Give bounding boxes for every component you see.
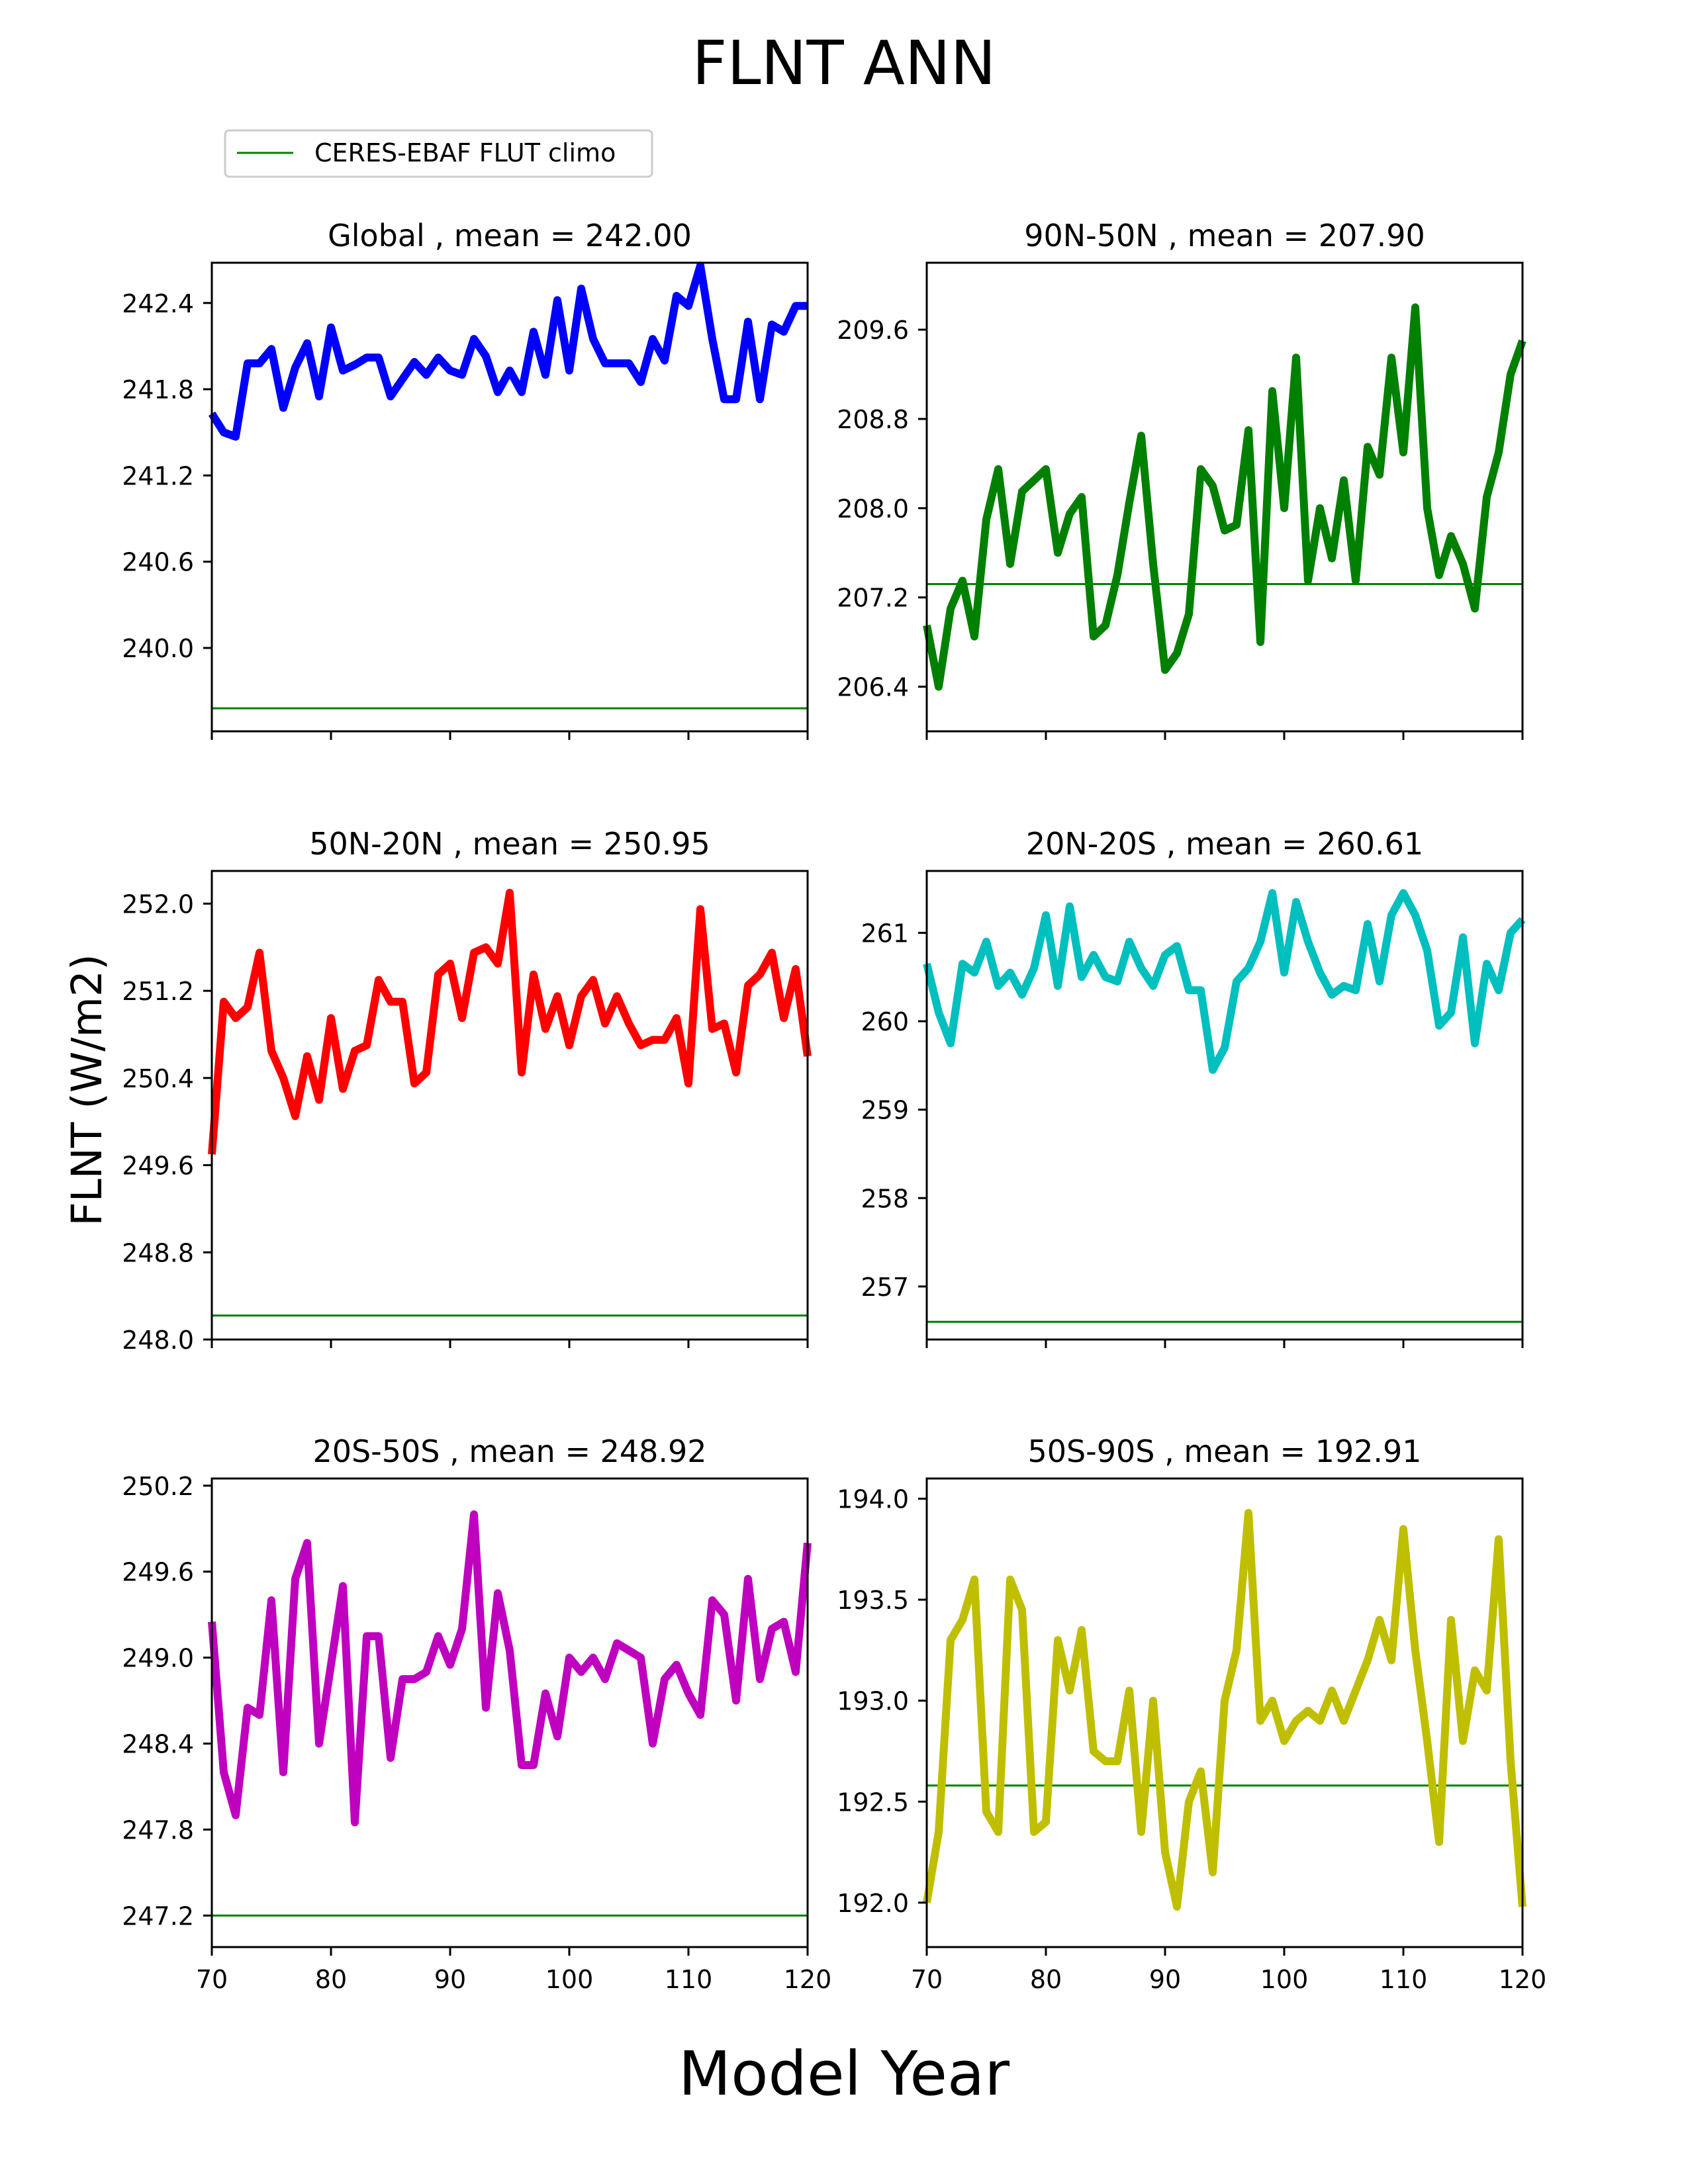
y-tick-label: 194.0 <box>837 1485 909 1514</box>
legend: CERES-EBAF FLUT climo <box>224 129 653 178</box>
y-tick-label: 193.5 <box>837 1586 909 1615</box>
panels: Global , mean = 242.00 240.0 240.6 241.2 241… <box>122 218 1546 1994</box>
y-tick-label: 207.2 <box>837 584 909 613</box>
axes-frame <box>925 261 1524 733</box>
x-tick-label: 70 <box>196 1965 228 1994</box>
x-tick-label: 80 <box>1030 1965 1062 1994</box>
axes-frame <box>925 870 1524 1341</box>
series-line <box>923 1508 1526 1911</box>
y-tick-label: 248.8 <box>122 1238 194 1267</box>
x-tick-label: 90 <box>434 1965 466 1994</box>
x-tick-label: 120 <box>1499 1965 1547 1994</box>
panel-title: 50S-90S , mean = 192.91 <box>1027 1433 1421 1469</box>
series-line <box>208 888 812 1155</box>
x-tick-label: 70 <box>911 1965 943 1994</box>
y-tick-label: 260 <box>861 1007 909 1036</box>
y-tick-label: 249.0 <box>122 1644 194 1673</box>
x-tick-label: 110 <box>1380 1965 1428 1994</box>
y-tick-label: 249.6 <box>122 1152 194 1181</box>
y-tick-label: 241.8 <box>122 375 194 404</box>
panel-title: 20N-20S , mean = 260.61 <box>1026 826 1423 862</box>
y-tick-label: 240.6 <box>122 548 194 577</box>
y-tick-label: 261 <box>861 919 909 948</box>
y-axis-label: FLNT (W/m2) <box>63 954 111 1226</box>
legend-climo-label: CERES-EBAF FLUT climo <box>314 138 616 167</box>
series-line <box>923 889 1526 1074</box>
x-tick-label: 80 <box>315 1965 347 1994</box>
y-tick-label: 241.2 <box>122 461 194 490</box>
axes-frame <box>925 1477 1524 1948</box>
y-tick-label: 250.2 <box>122 1472 194 1501</box>
panel-title: 50N-20N , mean = 250.95 <box>309 826 710 862</box>
y-tick-label: 250.4 <box>122 1064 194 1093</box>
axes-frame <box>211 870 809 1341</box>
y-tick-label: 193.0 <box>837 1687 909 1716</box>
panel-2: 90N-50N , mean = 207.90 206.4 207.2 208.0 20… <box>837 218 1526 740</box>
y-tick-label: 251.2 <box>122 977 194 1006</box>
x-tick-label: 110 <box>665 1965 713 1994</box>
legend-frame <box>224 129 653 178</box>
series-line <box>208 261 808 441</box>
axes-frame <box>211 261 809 733</box>
y-tick-label: 249.6 <box>122 1558 194 1587</box>
y-tick-label: 248.0 <box>122 1326 194 1355</box>
x-axis-label: Model Year <box>679 2038 1009 2109</box>
series-line <box>208 1510 812 1827</box>
y-tick-label: 247.8 <box>122 1815 194 1844</box>
x-tick-label: 100 <box>1260 1965 1309 1994</box>
y-tick-label: 206.4 <box>837 673 909 702</box>
y-tick-label: 259 <box>861 1096 909 1125</box>
x-tick-label: 120 <box>784 1965 832 1994</box>
y-tick-label: 257 <box>861 1273 909 1302</box>
y-tick-label: 208.0 <box>837 494 909 523</box>
panel-title: Global , mean = 242.00 <box>328 218 692 253</box>
y-tick-label: 252.0 <box>122 889 194 919</box>
y-tick-label: 258 <box>861 1184 909 1213</box>
y-tick-label: 242.4 <box>122 289 194 318</box>
y-tick-label: 208.8 <box>837 405 909 434</box>
panel-4: 20N-20S , mean = 260.61 257 258 259 260 261 <box>861 826 1526 1348</box>
y-tick-label: 248.4 <box>122 1730 194 1759</box>
series-line <box>923 303 1526 691</box>
y-tick-label: 247.2 <box>122 1901 194 1931</box>
panel-5: 20S-50S , mean = 248.92 247.2 247.8 248.4 24… <box>122 1433 831 1994</box>
x-tick-label: 90 <box>1149 1965 1181 1994</box>
y-tick-label: 209.6 <box>837 316 909 345</box>
y-tick-label: 240.0 <box>122 634 194 663</box>
y-tick-label: 192.5 <box>837 1788 909 1817</box>
y-tick-label: 192.0 <box>837 1889 909 1918</box>
panel-3: 50N-20N , mean = 250.95 248.0 248.8 249.6 25… <box>122 826 812 1355</box>
panel-title: 20S-50S , mean = 248.92 <box>312 1433 706 1469</box>
panel-1: Global , mean = 242.00 240.0 240.6 241.2 241… <box>122 218 809 740</box>
figure-title: FLNT ANN <box>692 28 996 99</box>
axes-frame <box>211 1477 809 1948</box>
x-tick-label: 100 <box>545 1965 594 1994</box>
panel-title: 90N-50N , mean = 207.90 <box>1024 218 1425 253</box>
panel-6: 50S-90S , mean = 192.91 192.0 192.5 193.0 19… <box>837 1433 1546 1994</box>
